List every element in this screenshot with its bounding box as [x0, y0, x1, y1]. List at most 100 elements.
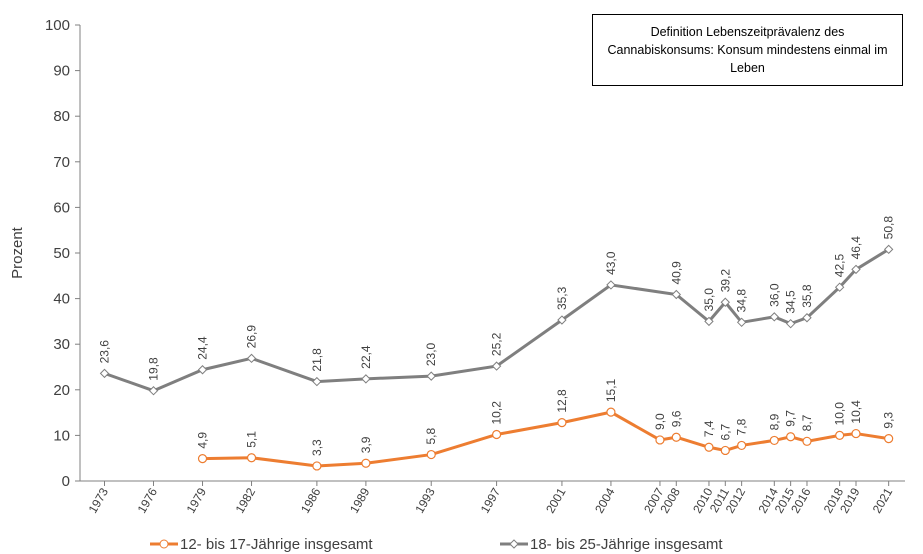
marker — [884, 433, 894, 444]
data-label: 26,9 — [245, 325, 259, 349]
data-label: 9,7 — [784, 410, 798, 427]
data-label: 35,0 — [702, 288, 716, 312]
data-label: 50,8 — [882, 216, 896, 240]
marker — [736, 317, 747, 328]
y-tick-label: 50 — [53, 245, 70, 262]
y-tick-label: 10 — [53, 427, 70, 444]
marker — [197, 454, 208, 464]
marker — [312, 461, 322, 471]
x-tick-label: 2021 — [870, 485, 896, 515]
x-tick-label: 2001 — [543, 485, 569, 515]
data-label: 43,0 — [604, 251, 618, 275]
marker — [606, 407, 616, 417]
data-label: 46,4 — [849, 236, 863, 260]
marker — [785, 318, 796, 329]
y-tick-label: 100 — [45, 17, 70, 34]
data-label: 23,0 — [424, 342, 438, 366]
marker — [720, 297, 731, 307]
marker — [769, 312, 780, 322]
x-tick-label: 1979 — [184, 485, 210, 515]
data-label: 39,2 — [718, 269, 732, 293]
marker — [491, 361, 502, 371]
x-tick-label: 1973 — [86, 485, 112, 515]
marker — [720, 445, 730, 456]
marker — [99, 368, 110, 379]
y-tick-label: 70 — [53, 154, 70, 171]
data-label: 24,4 — [196, 336, 210, 360]
legend-marker — [509, 539, 519, 549]
data-label: 9,3 — [882, 412, 896, 429]
data-label: 35,8 — [800, 284, 814, 308]
data-label: 40,9 — [669, 261, 683, 285]
data-label: 23,6 — [98, 340, 112, 364]
y-tick-label: 40 — [53, 291, 70, 308]
data-label: 36,0 — [767, 283, 781, 307]
marker — [786, 432, 796, 442]
y-axis-label: Prozent — [9, 226, 26, 279]
marker — [361, 458, 371, 468]
data-label: 6,7 — [718, 423, 732, 440]
data-label: 21,8 — [310, 348, 324, 372]
marker — [835, 430, 845, 440]
data-label: 34,8 — [735, 289, 749, 313]
data-label: 10,4 — [849, 400, 863, 424]
y-tick-label: 30 — [53, 336, 70, 353]
data-label: 5,1 — [245, 431, 259, 448]
marker — [312, 376, 322, 387]
annotation: Definition Lebenszeitprävalenz des Canna… — [592, 14, 903, 86]
x-tick-label: 1976 — [135, 485, 161, 515]
data-label: 9,0 — [653, 413, 667, 430]
marker — [802, 436, 812, 446]
marker — [704, 316, 714, 327]
legend-marker — [159, 539, 169, 549]
marker — [655, 435, 665, 445]
marker — [246, 353, 257, 364]
data-label: 10,0 — [833, 402, 847, 426]
marker — [246, 453, 257, 463]
x-tick-label: 1986 — [298, 485, 324, 515]
data-label: 5,8 — [424, 428, 438, 445]
marker — [606, 280, 616, 290]
y-tick-label: 80 — [53, 108, 70, 125]
marker — [769, 435, 779, 446]
data-label: 7,8 — [735, 418, 749, 435]
marker — [557, 418, 567, 428]
x-tick-label: 1997 — [478, 485, 504, 515]
y-tick-label: 0 — [62, 473, 70, 490]
legend-label: 18- bis 25-Jährige insgesamt — [530, 536, 723, 553]
legend-label: 12- bis 17-Jährige insgesamt — [180, 536, 373, 553]
marker — [491, 429, 502, 440]
data-label: 19,8 — [147, 357, 161, 381]
data-label: 34,5 — [784, 290, 798, 314]
data-label: 7,4 — [702, 420, 716, 437]
marker — [704, 442, 714, 452]
marker — [883, 244, 894, 255]
data-label: 9,6 — [669, 410, 683, 427]
marker — [671, 289, 681, 300]
y-tick-label: 20 — [53, 382, 70, 399]
marker — [426, 371, 436, 381]
y-tick-label: 60 — [53, 199, 70, 216]
marker — [148, 386, 159, 396]
y-tick-label: 90 — [53, 63, 70, 80]
data-label: 15,1 — [604, 378, 618, 402]
x-tick-label: 2004 — [592, 485, 618, 515]
x-tick-label: 1982 — [233, 485, 259, 515]
marker — [802, 313, 812, 323]
data-label: 3,9 — [359, 436, 373, 453]
marker — [851, 428, 861, 439]
marker — [557, 315, 567, 325]
marker — [361, 374, 371, 384]
data-label: 3,3 — [310, 439, 324, 456]
data-label: 22,4 — [359, 345, 373, 369]
x-tick-label: 1989 — [347, 485, 373, 515]
data-label: 8,9 — [767, 413, 781, 430]
data-label: 4,9 — [196, 432, 210, 449]
marker — [671, 432, 681, 442]
data-label: 42,5 — [833, 254, 847, 278]
data-label: 8,7 — [800, 414, 814, 431]
marker — [834, 282, 845, 292]
marker — [851, 264, 861, 275]
